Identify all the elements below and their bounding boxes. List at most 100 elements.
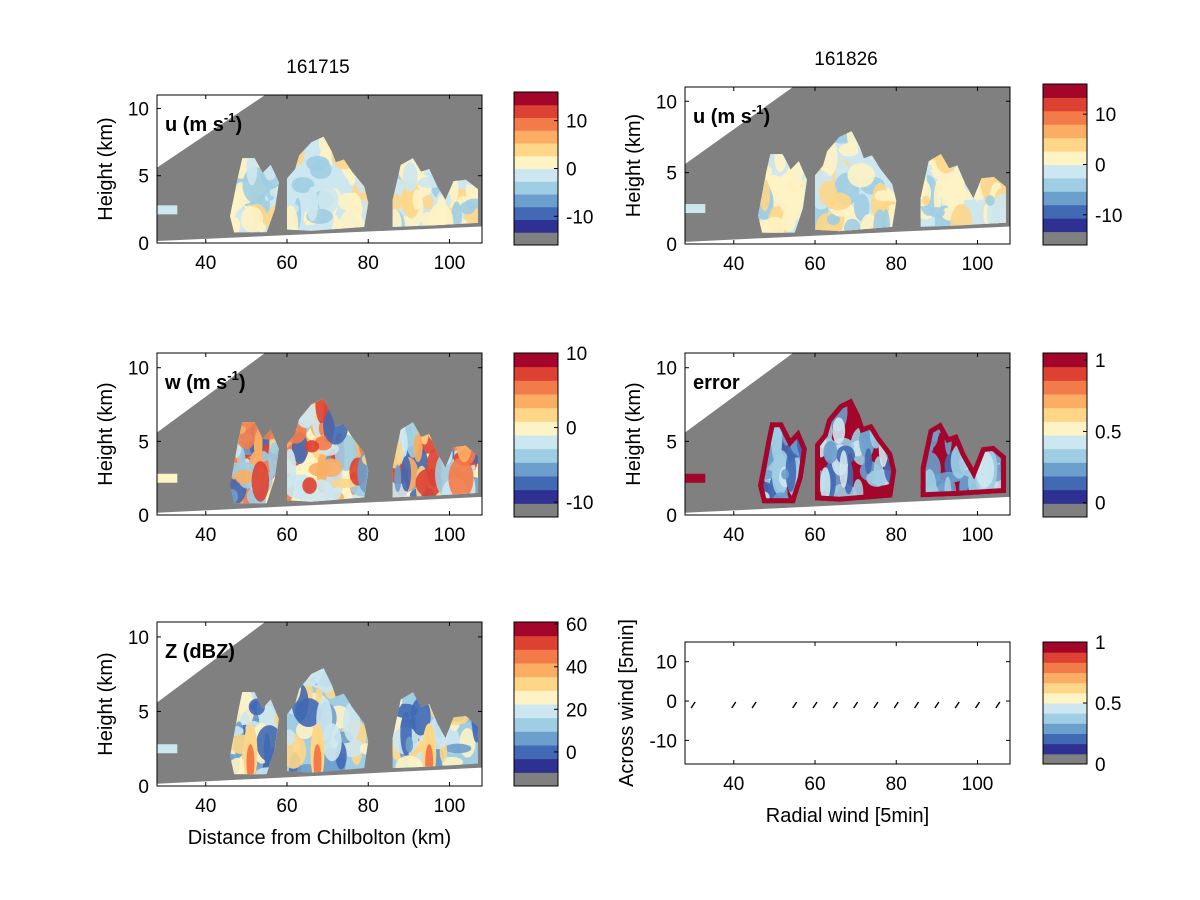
x-tick-label: 80 — [886, 254, 907, 275]
colorbar-swatch — [1043, 642, 1087, 653]
colorbar-swatch — [1043, 407, 1087, 422]
plot-area — [685, 87, 1010, 244]
colorbar-tick-label: 60 — [566, 615, 587, 636]
colorbar-frame — [513, 352, 559, 518]
colorbar-tick-label: -10 — [566, 493, 593, 514]
colorbar-swatch — [1043, 366, 1087, 381]
x-tick-label: 100 — [962, 525, 994, 546]
wind-arrow — [751, 701, 757, 709]
colorbar-tick-label: 10 — [1095, 105, 1116, 126]
axes-frame — [684, 352, 1011, 516]
colorbar-swatch — [1043, 723, 1087, 734]
colorbar-swatch — [514, 380, 558, 395]
colorbar-swatch — [514, 168, 558, 182]
x-axis-label: Distance from Chilbolton (km) — [188, 827, 451, 849]
wind-arrow — [792, 701, 798, 709]
x-tick-label: 60 — [804, 774, 825, 795]
plot-area — [685, 353, 1010, 515]
colorbar-swatch — [514, 717, 558, 732]
x-tick-label: 100 — [434, 796, 466, 817]
x-tick-label: 80 — [886, 774, 907, 795]
field-label: u (m s-1) — [693, 102, 770, 128]
plot-area — [157, 353, 482, 515]
colorbar: 10 0 -10 — [513, 91, 593, 246]
x-tick-label: 40 — [195, 796, 216, 817]
wind-arrow — [893, 701, 899, 709]
colorbar-swatch — [1043, 703, 1087, 714]
colorbar-swatch — [1043, 652, 1087, 663]
colorbar-swatch — [1043, 662, 1087, 673]
x-tick-label: 60 — [276, 796, 297, 817]
colorbar-tick-label: 40 — [566, 658, 587, 679]
colorbar-swatch — [514, 407, 558, 422]
colorbar-swatch — [1043, 380, 1087, 395]
field-label: u (m s-1) — [165, 110, 242, 136]
colorbar-swatch — [514, 435, 558, 450]
colorbar-tick-label: 0 — [1095, 156, 1106, 177]
colorbar-swatch — [514, 635, 558, 650]
colorbar: 10.50 — [1042, 633, 1121, 776]
wind-arrow — [731, 701, 737, 709]
axes-frame — [156, 352, 483, 516]
colorbar-swatch — [1043, 489, 1087, 504]
colorbar-swatch — [514, 676, 558, 691]
plot-area — [685, 642, 1010, 764]
x-tick-label: 60 — [276, 525, 297, 546]
y-tick-label: 10 — [128, 359, 149, 380]
colorbar-swatch — [514, 219, 558, 233]
column-title-left: 161715 — [286, 57, 349, 78]
colorbar-swatch — [514, 130, 558, 144]
y-tick-label: 5 — [666, 432, 677, 453]
colorbar-swatch — [1043, 682, 1087, 694]
colorbar-swatch — [514, 649, 558, 664]
x-tick-label: 40 — [723, 254, 744, 275]
colorbar-swatch — [1043, 110, 1087, 125]
edge-fragment — [157, 744, 178, 754]
x-tick-label: 100 — [962, 774, 994, 795]
colorbar-swatch — [514, 117, 558, 131]
y-tick-label: 5 — [666, 164, 677, 185]
colorbar-swatch — [514, 690, 558, 705]
edge-fragment — [157, 473, 178, 483]
colorbar-tick-label: 0 — [566, 419, 577, 440]
x-tick-label: 100 — [962, 254, 994, 275]
wind-arrow — [954, 701, 960, 709]
colorbar-tick-label: -10 — [1095, 206, 1122, 227]
colorbar-swatch — [1043, 713, 1087, 724]
colorbar-swatch — [1043, 394, 1087, 409]
wind-arrow — [974, 701, 981, 709]
wind-arrow — [934, 701, 940, 709]
colorbar-swatch — [1043, 177, 1087, 192]
y-tick-label: 5 — [138, 432, 149, 453]
colorbar-tick-label: 20 — [566, 700, 587, 721]
y-tick-label: 10 — [128, 628, 149, 649]
y-axis-label: Across wind [5min] — [616, 619, 638, 787]
colorbar-swatch — [1043, 743, 1087, 755]
colorbar-swatch — [1043, 753, 1087, 765]
y-tick-label: 0 — [666, 506, 677, 527]
colorbar-tick-label: 0 — [566, 743, 577, 764]
axes-frame — [684, 641, 1011, 765]
x-tick-label: 40 — [195, 525, 216, 546]
colorbar-swatch — [514, 394, 558, 409]
x-tick-label: 80 — [358, 525, 379, 546]
colorbar-swatch — [1043, 97, 1087, 112]
colorbar-swatch — [514, 194, 558, 208]
colorbar-frame — [1042, 352, 1088, 518]
wind-arrow — [913, 701, 920, 709]
wind-arrow — [995, 701, 1001, 709]
colorbar-swatch — [1043, 137, 1087, 152]
y-tick-label: 0 — [138, 777, 149, 798]
colorbar-tick-label: 10 — [566, 112, 587, 133]
y-axis-label: Height (km) — [623, 382, 645, 485]
colorbar-swatch — [514, 232, 558, 246]
colorbar-swatch — [514, 704, 558, 719]
y-tick-label: -10 — [650, 731, 677, 752]
colorbar: 10 0 -10 — [1042, 83, 1122, 246]
x-axis-label: Radial wind [5min] — [766, 805, 929, 827]
field-label: error — [693, 372, 740, 394]
x-tick-label: 60 — [804, 254, 825, 275]
